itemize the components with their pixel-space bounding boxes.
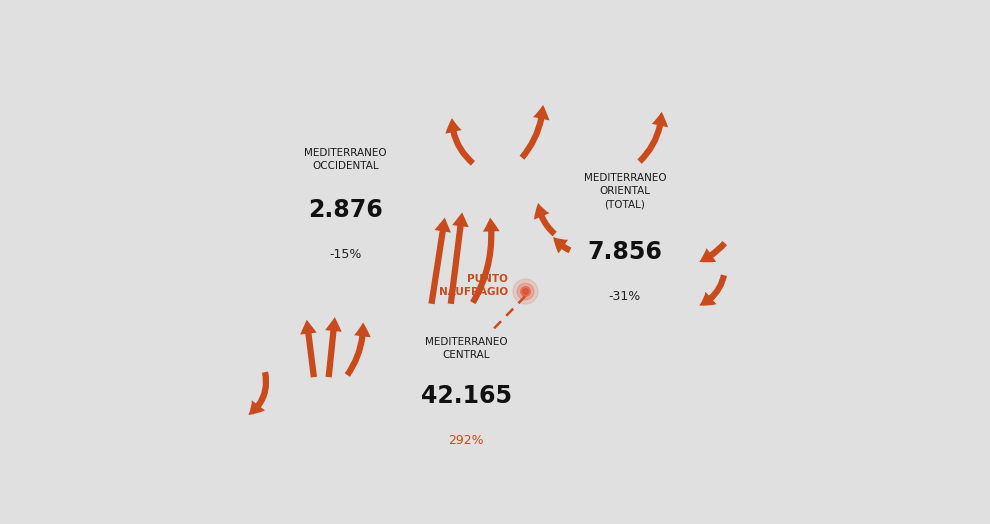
Text: MEDITERRANEO
ORIENTAL
(TOTAL): MEDITERRANEO ORIENTAL (TOTAL): [584, 173, 666, 210]
Text: -31%: -31%: [609, 290, 642, 302]
Text: PUNTO
NAUFRAGIO: PUNTO NAUFRAGIO: [439, 274, 508, 297]
FancyArrowPatch shape: [447, 212, 468, 304]
FancyArrowPatch shape: [446, 118, 475, 166]
FancyArrowPatch shape: [520, 105, 549, 160]
FancyArrowPatch shape: [300, 320, 317, 377]
FancyArrowPatch shape: [553, 237, 571, 254]
Text: MEDITERRANEO
OCCIDENTAL: MEDITERRANEO OCCIDENTAL: [304, 148, 387, 171]
FancyArrowPatch shape: [470, 217, 500, 304]
Text: 42.165: 42.165: [421, 384, 512, 408]
Text: 292%: 292%: [448, 434, 484, 446]
FancyArrowPatch shape: [248, 372, 269, 415]
FancyArrowPatch shape: [699, 241, 727, 263]
FancyArrowPatch shape: [325, 317, 342, 377]
FancyArrowPatch shape: [699, 275, 727, 305]
Text: 7.856: 7.856: [587, 239, 662, 264]
FancyArrowPatch shape: [429, 217, 450, 304]
FancyArrowPatch shape: [345, 322, 370, 377]
Text: MEDITERRANEO
CENTRAL: MEDITERRANEO CENTRAL: [425, 337, 508, 360]
FancyArrowPatch shape: [534, 203, 556, 236]
Text: -15%: -15%: [330, 248, 362, 260]
FancyArrowPatch shape: [638, 112, 668, 164]
Text: 2.876: 2.876: [308, 198, 383, 222]
